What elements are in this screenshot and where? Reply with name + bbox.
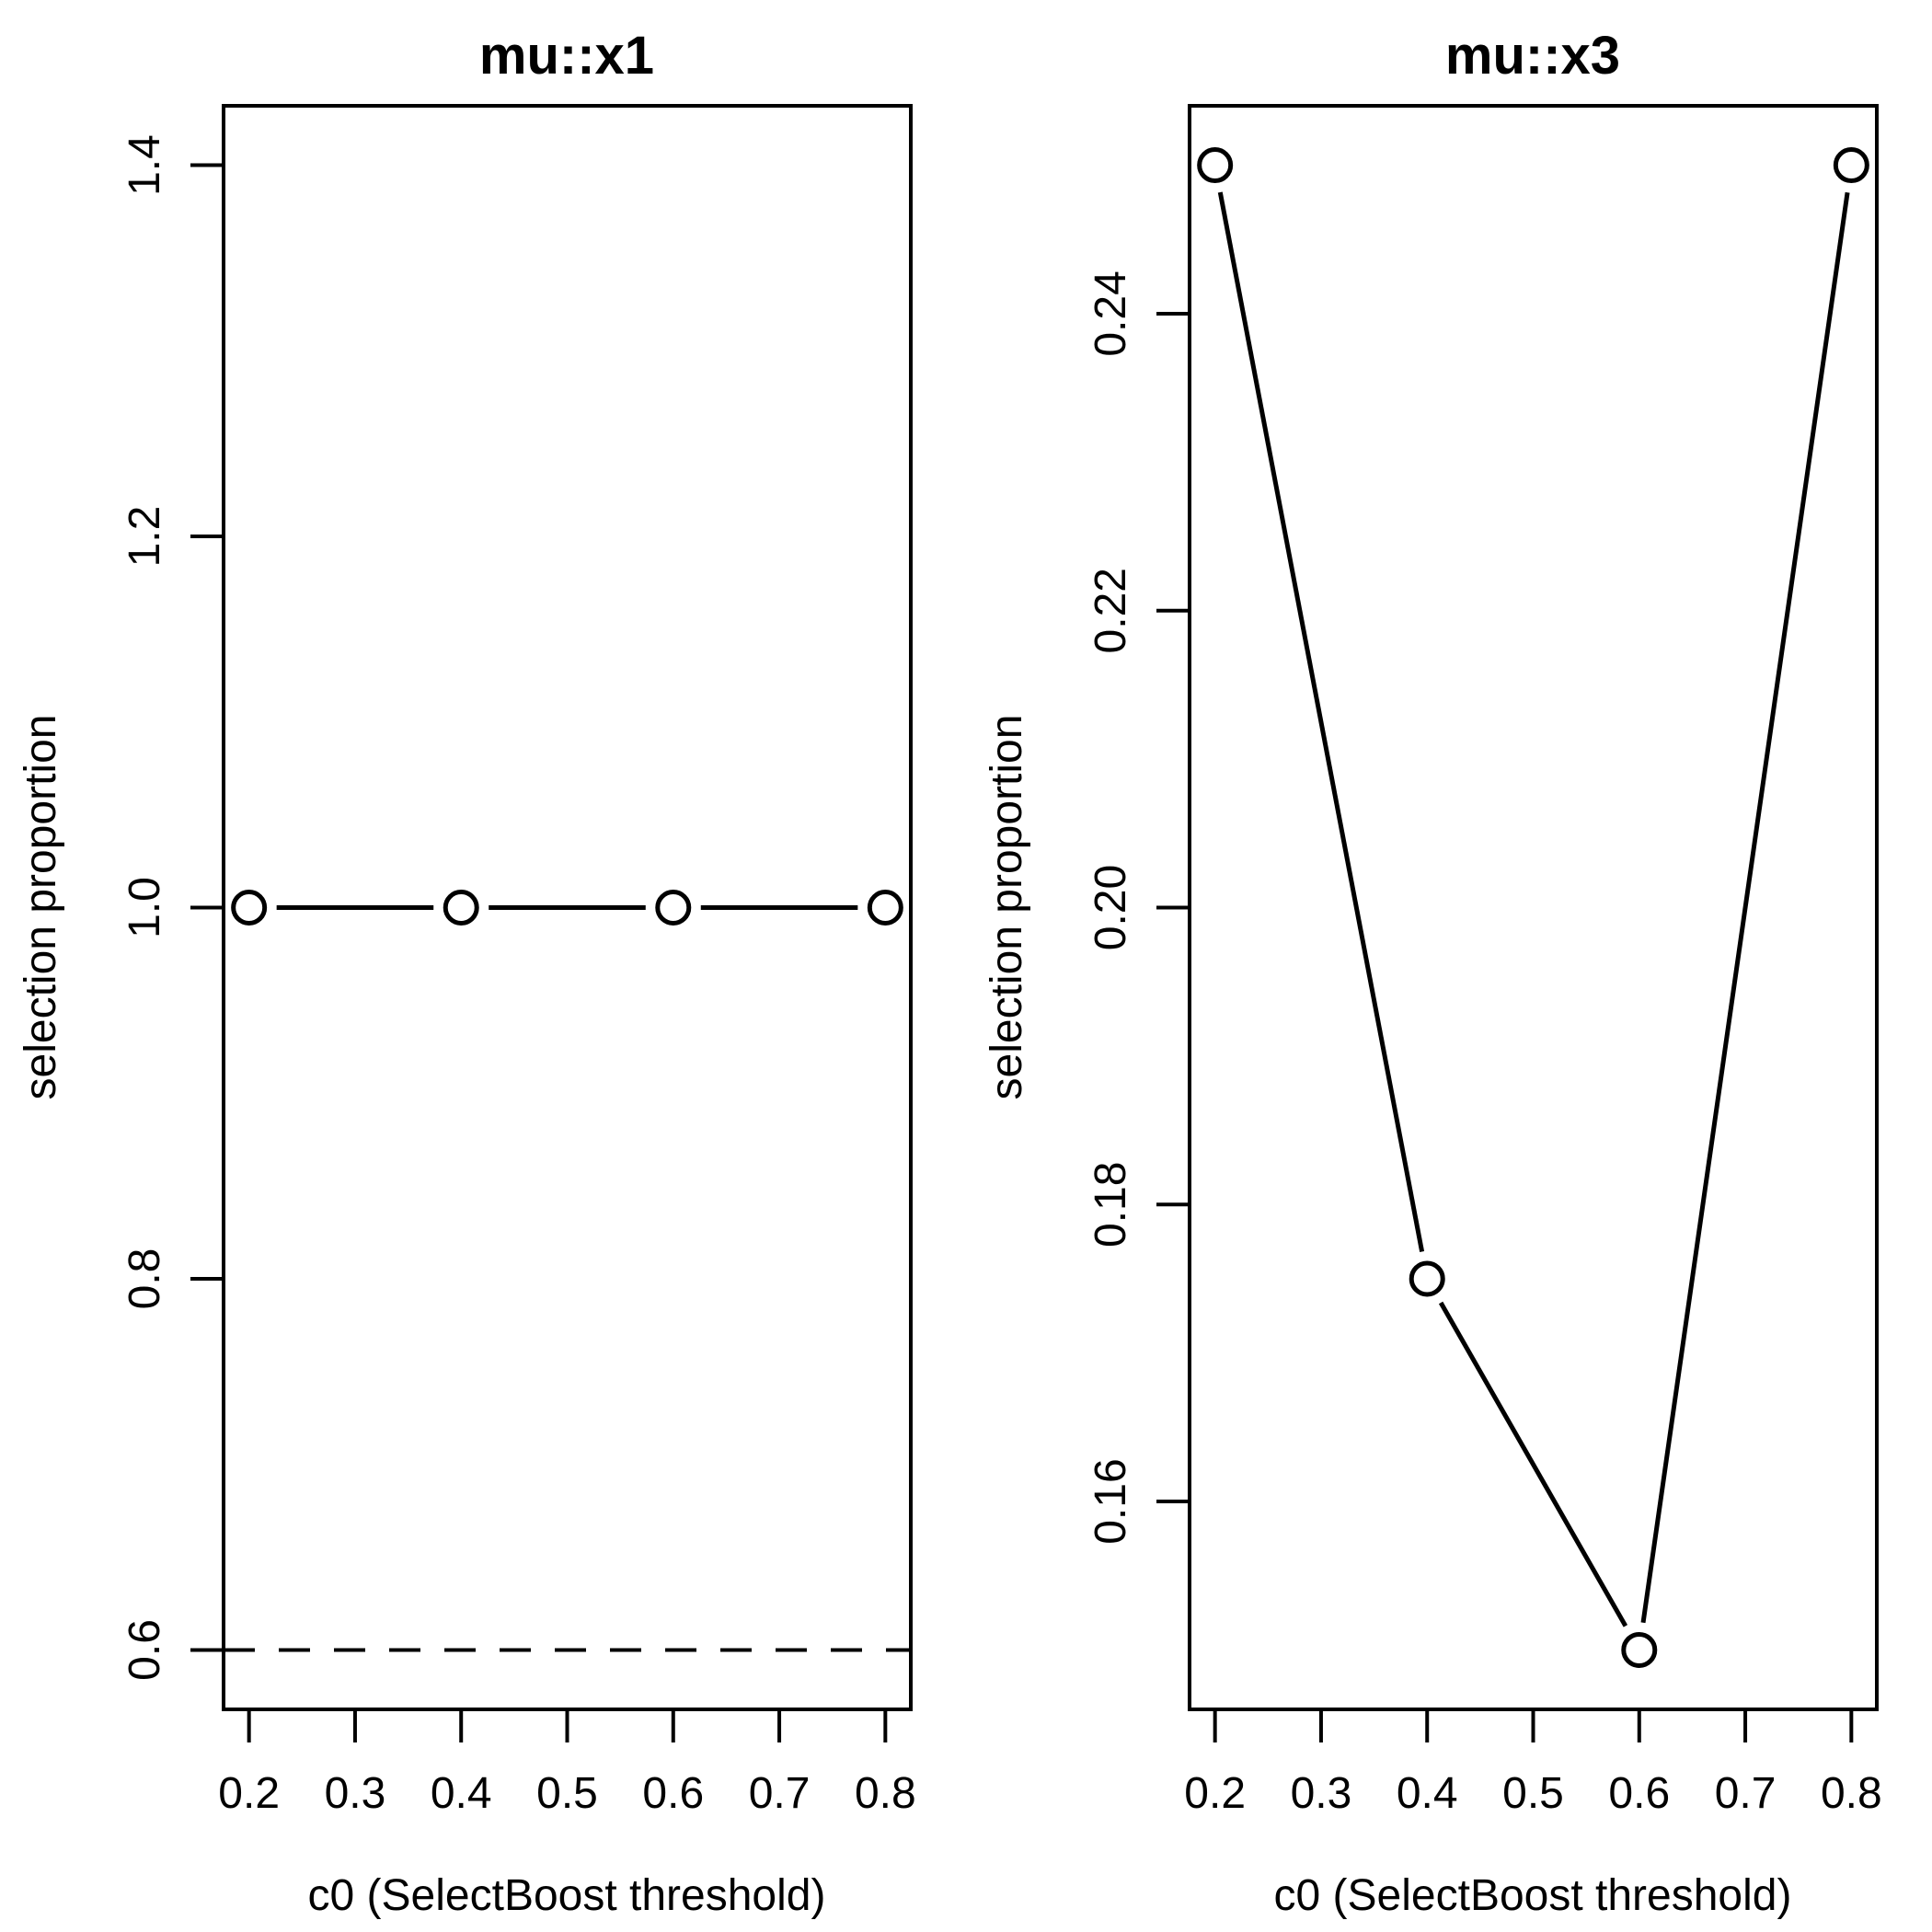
data-point	[867, 890, 903, 926]
y-tick-label: 1.2	[121, 506, 169, 568]
x-tick-label: 0.5	[1502, 1769, 1564, 1818]
y-tick-label: 1.0	[121, 877, 169, 938]
data-point	[655, 890, 692, 926]
x-tick-label: 0.3	[325, 1769, 386, 1818]
data-point	[443, 890, 479, 926]
plot2-x-axis-label: c0 (SelectBoost threshold)	[1274, 1871, 1792, 1920]
x-tick-label: 0.3	[1291, 1769, 1352, 1818]
x-tick-label: 0.6	[642, 1769, 704, 1818]
x-tick-label: 0.4	[431, 1769, 492, 1818]
y-tick-label: 0.20	[1087, 865, 1135, 950]
plot-panel-mu-x1: 0.2 0.3 0.4 0.5 0.6 0.7 0.8 0.6 0.8 1.0 1.2 1.4	[121, 104, 916, 1818]
x-tick-label: 0.8	[1821, 1769, 1882, 1818]
plot1-title: mu::x1	[479, 26, 654, 86]
y-tick-label: 0.22	[1087, 568, 1135, 653]
y-tick-label: 1.4	[121, 134, 169, 196]
x-tick-label: 0.6	[1608, 1769, 1670, 1818]
series-line-segment	[1217, 191, 1425, 1252]
data-point	[1409, 1260, 1445, 1297]
x-tick-label: 0.4	[1397, 1769, 1458, 1818]
x-tick-label: 0.8	[855, 1769, 916, 1818]
x-tick-label: 0.2	[218, 1769, 280, 1818]
y-tick-label: 0.8	[121, 1248, 169, 1310]
y-tick-label: 0.24	[1087, 270, 1135, 356]
data-point	[231, 890, 268, 926]
series-line-segment	[1640, 191, 1850, 1624]
plot2-y-axis-label: selection proportion	[983, 715, 1031, 1100]
plot2-title: mu::x3	[1445, 26, 1620, 86]
plot1-x-axis-label: c0 (SelectBoost threshold)	[308, 1871, 826, 1920]
y-tick-label: 0.16	[1087, 1458, 1135, 1544]
data-point	[1833, 147, 1869, 184]
plot-panel-mu-x3: 0.2 0.3 0.4 0.5 0.6 0.7 0.8 0.16 0.18 0.20 0.22 0.2…	[1087, 104, 1882, 1818]
x-tick-label: 0.7	[749, 1769, 811, 1818]
y-tick-label: 0.6	[121, 1619, 169, 1681]
y-tick-label: 0.18	[1087, 1162, 1135, 1248]
x-tick-label: 0.5	[536, 1769, 598, 1818]
plot1-y-axis-label: selection proportion	[17, 715, 65, 1100]
x-tick-label: 0.2	[1184, 1769, 1246, 1818]
x-tick-label: 0.7	[1715, 1769, 1777, 1818]
series-line-segment	[1438, 1301, 1628, 1627]
data-point	[1621, 1631, 1658, 1668]
data-point	[1197, 147, 1234, 184]
